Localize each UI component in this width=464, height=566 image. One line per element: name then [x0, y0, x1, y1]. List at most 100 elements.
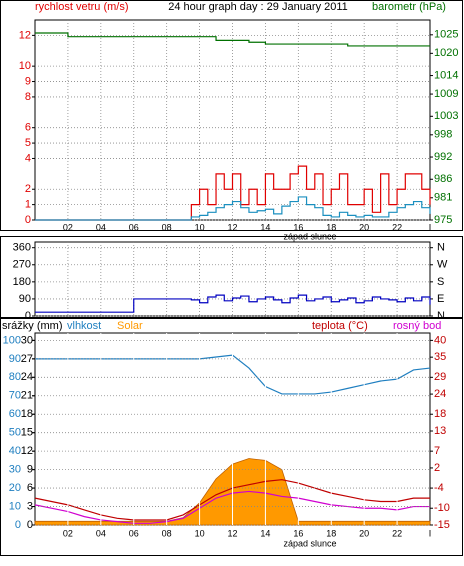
x-tick-label: 10 [195, 528, 205, 538]
line [35, 32, 430, 47]
y2-tick-label: -10 [434, 502, 450, 514]
y2-tick-label: E [437, 293, 444, 305]
y-tick-label: 60 [9, 408, 21, 420]
y2-axis-label: barometr (hPa) [372, 1, 446, 13]
y-tick-label: 180 [13, 276, 31, 288]
y-tick-label: 1 [25, 199, 31, 211]
y-tick-label: 2 [25, 183, 31, 195]
y2-tick-label: 40 [434, 334, 446, 346]
y-tick-label: 100 [3, 334, 21, 346]
line [35, 196, 431, 221]
y2-tick-label: 1014 [434, 69, 458, 81]
x-tick-label: 04 [96, 528, 106, 538]
panel-border [0, 0, 463, 231]
x-tick-label: 16 [293, 222, 303, 232]
x-tick-label: 14 [260, 222, 270, 232]
y2-tick-label: 13 [434, 425, 446, 437]
y-tick-label: 8 [25, 91, 31, 103]
y2-tick-label: 1025 [434, 29, 458, 41]
y2-tick-label: 992 [434, 151, 452, 163]
y3-tick-label: 3 [27, 500, 33, 512]
y-tick-label: 270 [13, 259, 31, 271]
y2-tick-label: 35 [434, 351, 446, 363]
annotation: západ slunce [283, 231, 336, 241]
y3-tick-label: 6 [27, 482, 33, 494]
y3-tick-label: 24 [21, 371, 33, 383]
y-tick-label: 70 [9, 390, 21, 402]
y-tick-label: 5 [25, 137, 31, 149]
y2-tick-label: 998 [434, 129, 452, 141]
y-tick-label: 10 [9, 500, 21, 512]
x-tick-label: 02 [63, 528, 73, 538]
y2-tick-label: 29 [434, 371, 446, 383]
y-tick-label: 0 [25, 214, 31, 226]
y2-tick-label: 986 [434, 173, 452, 185]
y-tick-label: 90 [9, 353, 21, 365]
x-tick-label: 22 [392, 528, 402, 538]
y2-tick-label: 2 [434, 462, 440, 474]
y-tick-label: 80 [9, 371, 21, 383]
y-tick-label: 9 [25, 75, 31, 87]
y3-tick-label: 15 [21, 427, 33, 439]
x-tick-label: 20 [359, 222, 369, 232]
y-tick-label: 20 [9, 482, 21, 494]
legend-entry: Solar [117, 320, 143, 332]
x-tick-label: 06 [129, 528, 139, 538]
y-tick-label: 90 [19, 293, 31, 305]
y-tick-label: 40 [9, 445, 21, 457]
y2-tick-label: 24 [434, 388, 446, 400]
x-tick-label: I [429, 528, 432, 538]
x-tick-label: 06 [129, 222, 139, 232]
y-tick-label: 10 [19, 60, 31, 72]
x-tick-label: 12 [227, 222, 237, 232]
y2-tick-label: 1009 [434, 88, 458, 100]
panel-border [0, 236, 463, 318]
x-tick-label: 04 [96, 222, 106, 232]
y-tick-label: 360 [13, 242, 31, 254]
x-tick-label: 10 [195, 222, 205, 232]
annotation: západ slunce [283, 538, 336, 548]
x-tick-label: 18 [326, 528, 336, 538]
y2-tick-label: 7 [434, 445, 440, 457]
x-tick-label: 18 [326, 222, 336, 232]
y-tick-label: 30 [9, 464, 21, 476]
panel-border [0, 318, 463, 556]
legend-entry: rosný bod [393, 320, 441, 332]
y3-tick-label: 21 [21, 390, 33, 402]
x-tick-label: 02 [63, 222, 73, 232]
y2-tick-label: 18 [434, 408, 446, 420]
x-tick-label: 22 [392, 222, 402, 232]
legend-entry: teplota (°C) [312, 320, 368, 332]
y-axis-label: rychlost vetru (m/s) [35, 1, 129, 13]
y-tick-label: 0 [15, 519, 21, 531]
y3-tick-label: 12 [21, 445, 33, 457]
y2-tick-label: -15 [434, 519, 450, 531]
y2-tick-label: W [437, 259, 448, 271]
y-tick-label: 4 [25, 152, 31, 164]
y3-tick-label: 0 [27, 519, 33, 531]
x-tick-label: 08 [162, 222, 172, 232]
y2-tick-label: 1020 [434, 47, 458, 59]
y-tick-label: 6 [25, 122, 31, 134]
y-tick-label: 0 [25, 310, 31, 322]
y3-axis-label: srážky (mm) [2, 320, 63, 332]
legend-entry: vlhkost [67, 320, 101, 332]
chart-title: 24 hour graph day : 29 January 2011 [168, 1, 348, 13]
y2-tick-label: N [437, 310, 445, 322]
y-tick-label: 50 [9, 427, 21, 439]
y3-tick-label: 18 [21, 408, 33, 420]
y-tick-label: 12 [19, 29, 31, 41]
x-tick-label: 12 [227, 528, 237, 538]
line [35, 294, 431, 313]
y2-tick-label: 1003 [434, 110, 458, 122]
x-tick-label: 08 [162, 528, 172, 538]
y2-tick-label: S [437, 276, 444, 288]
y2-tick-label: 975 [434, 214, 452, 226]
x-tick-label: 14 [260, 528, 270, 538]
x-tick-label: 16 [293, 528, 303, 538]
y2-tick-label: -4 [434, 482, 444, 494]
y3-tick-label: 9 [27, 464, 33, 476]
x-tick-label: I [429, 222, 432, 232]
y3-tick-label: 30 [21, 334, 33, 346]
